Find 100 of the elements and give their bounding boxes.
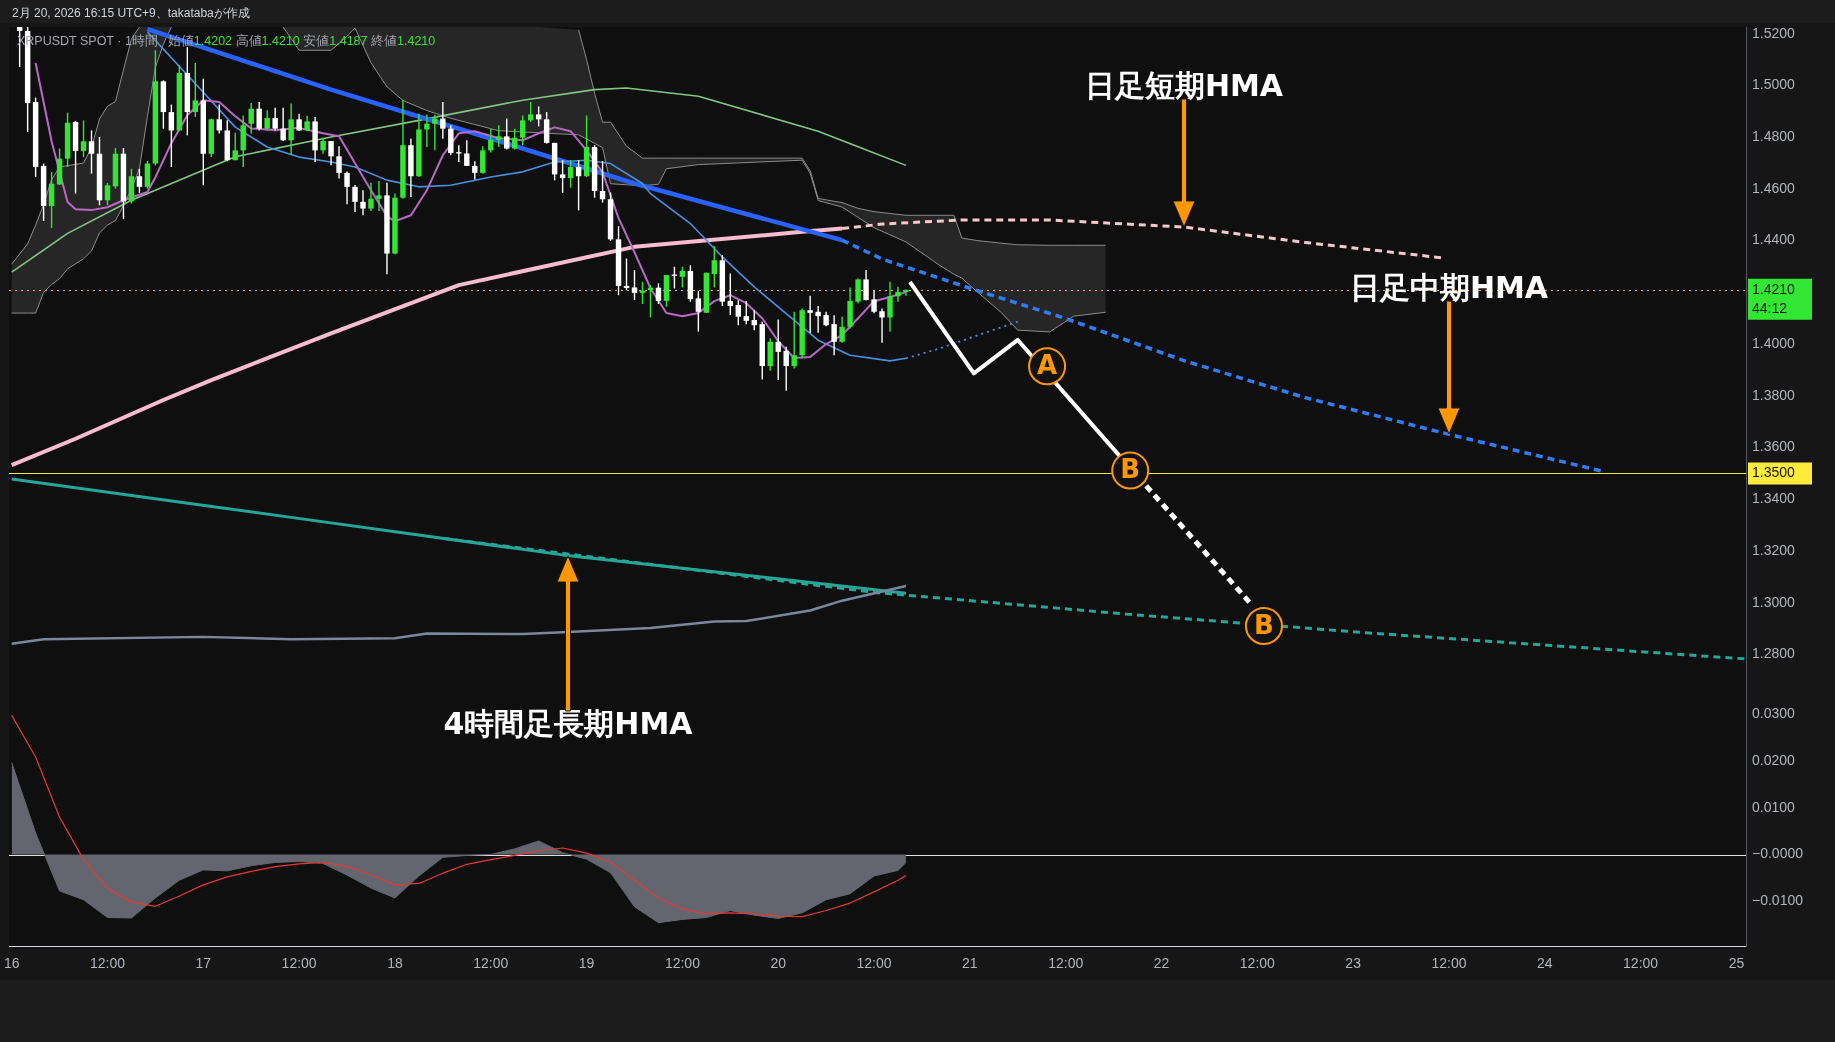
y-tick-label: −0.0100 bbox=[1752, 892, 1804, 909]
candlestick bbox=[623, 257, 630, 291]
candlestick bbox=[104, 182, 111, 206]
y-tick-label: 1.2800 bbox=[1752, 645, 1796, 662]
candlestick bbox=[527, 101, 534, 123]
candlestick bbox=[344, 170, 350, 205]
y-tick-label: 0.0100 bbox=[1752, 798, 1796, 815]
y-tick-label: 1.4400 bbox=[1752, 231, 1796, 248]
candlestick bbox=[280, 107, 286, 142]
x-tick-label: 16 bbox=[3, 955, 20, 972]
candlestick bbox=[272, 107, 278, 132]
candlestick bbox=[48, 171, 55, 229]
candlestick bbox=[264, 109, 270, 132]
candlestick bbox=[216, 103, 222, 135]
candlestick bbox=[815, 305, 821, 334]
candlestick bbox=[168, 103, 175, 168]
x-tick-label: 24 bbox=[1536, 955, 1553, 972]
candlestick bbox=[711, 245, 718, 289]
candlestick bbox=[903, 289, 909, 297]
candlestick bbox=[879, 307, 885, 344]
x-tick-label: 12:00 bbox=[1239, 955, 1276, 972]
x-tick-label: 12:00 bbox=[856, 955, 892, 972]
candlestick bbox=[512, 127, 518, 151]
candlestick bbox=[80, 119, 87, 158]
y-tick-label: 1.3600 bbox=[1752, 438, 1796, 455]
y-tick-label: 1.4800 bbox=[1752, 128, 1796, 145]
x-tick-label: 25 bbox=[1728, 955, 1745, 972]
y-tick-label: 0.0200 bbox=[1752, 752, 1796, 769]
candlestick bbox=[192, 62, 199, 118]
candlestick bbox=[831, 314, 837, 356]
ref-line-label: 1.3500 bbox=[1752, 464, 1796, 481]
candlestick bbox=[144, 160, 151, 190]
y-tick-label: 1.3400 bbox=[1752, 490, 1796, 507]
candlestick bbox=[432, 113, 438, 152]
candlestick bbox=[559, 159, 566, 194]
candlestick bbox=[288, 102, 294, 156]
candlestick bbox=[655, 282, 662, 305]
candlestick bbox=[472, 160, 478, 181]
candlestick bbox=[232, 132, 238, 161]
candlestick bbox=[368, 182, 374, 212]
x-tick-label: 20 bbox=[770, 955, 787, 972]
x-tick-label: 12:00 bbox=[1048, 955, 1084, 972]
candlestick bbox=[88, 129, 95, 175]
candlestick bbox=[807, 295, 813, 334]
x-tick-label: 18 bbox=[387, 955, 403, 972]
y-tick-label: 1.3000 bbox=[1752, 593, 1796, 610]
candlestick bbox=[464, 139, 470, 167]
candlestick bbox=[695, 290, 702, 333]
x-tick-label: 12:00 bbox=[664, 955, 701, 972]
candlestick bbox=[631, 269, 638, 301]
candlestick bbox=[376, 180, 382, 212]
candlestick bbox=[855, 277, 861, 305]
candlestick bbox=[424, 113, 430, 148]
y-tick-label: 1.4600 bbox=[1752, 179, 1796, 196]
annotation: 日足中期HMA bbox=[1349, 270, 1549, 305]
candlestick bbox=[791, 311, 797, 370]
candlestick bbox=[863, 269, 869, 301]
y-tick-label: −0.0000 bbox=[1752, 845, 1804, 862]
candlestick bbox=[136, 168, 143, 194]
candlestick bbox=[535, 105, 542, 128]
y-tick-label: 1.3800 bbox=[1752, 386, 1796, 403]
data-label: B bbox=[1254, 609, 1274, 640]
ref-line-label: 1.4210 44:12 bbox=[1752, 280, 1796, 316]
x-tick-label: 12:00 bbox=[89, 955, 126, 972]
x-tick-label: 22 bbox=[1153, 955, 1170, 972]
x-tick-label: 17 bbox=[195, 955, 212, 972]
candlestick bbox=[336, 145, 342, 180]
candlestick bbox=[639, 281, 646, 305]
x-tick-label: 21 bbox=[962, 955, 978, 972]
y-tick-label: 1.3200 bbox=[1752, 541, 1796, 558]
x-tick-label: 23 bbox=[1345, 955, 1362, 972]
candlestick bbox=[480, 145, 486, 175]
candlestick bbox=[543, 111, 550, 145]
candlestick bbox=[519, 114, 526, 146]
y-tick-label: 1.5200 bbox=[1752, 24, 1796, 41]
x-tick-label: 12:00 bbox=[473, 955, 509, 972]
candlestick bbox=[248, 102, 254, 135]
candlestick bbox=[871, 290, 877, 315]
candlestick bbox=[735, 299, 742, 326]
y-tick-label: 1.5000 bbox=[1752, 76, 1796, 93]
candlestick bbox=[360, 189, 366, 216]
candlestick bbox=[783, 345, 789, 392]
line-series bbox=[840, 218, 1443, 260]
candlestick bbox=[895, 285, 901, 303]
candlestick bbox=[328, 140, 334, 167]
candlestick bbox=[352, 184, 358, 213]
text: 2月 20, 2026 16:15 UTC+9、takatabaが作成 bbox=[12, 5, 250, 22]
candlestick bbox=[496, 124, 502, 148]
x-tick-label: 12:00 bbox=[1431, 955, 1467, 972]
annotation: 日足短期HMA bbox=[1084, 68, 1284, 103]
candlestick bbox=[567, 159, 574, 189]
x-tick-label: 12:00 bbox=[1623, 955, 1659, 972]
candlestick bbox=[839, 315, 845, 344]
candlestick bbox=[256, 101, 262, 132]
x-tick-label: 19 bbox=[578, 955, 595, 972]
y-tick-label: 0.0300 bbox=[1752, 705, 1796, 722]
data-label: A bbox=[1036, 350, 1058, 381]
data-label: B bbox=[1120, 454, 1141, 485]
candlestick bbox=[743, 300, 749, 325]
candlestick bbox=[504, 117, 510, 151]
